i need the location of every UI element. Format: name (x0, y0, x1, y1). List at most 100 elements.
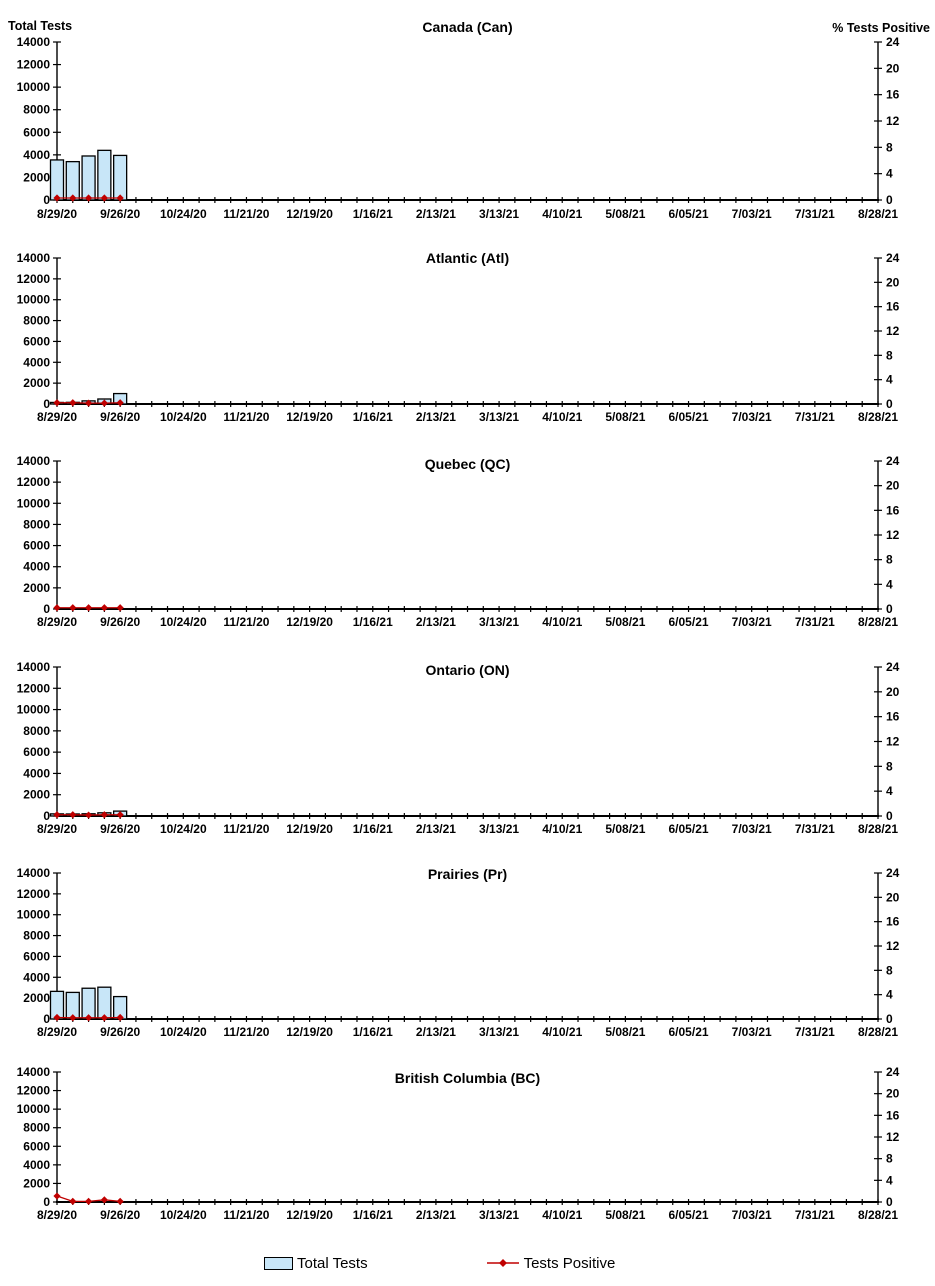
right-axis-tick-label: 20 (886, 479, 900, 493)
x-axis-tick-label: 3/13/21 (479, 822, 519, 836)
left-axis-tick-label: 2000 (23, 376, 50, 390)
left-axis-tick-label: 2000 (23, 991, 50, 1005)
left-axis-tick-label: 4000 (23, 970, 50, 984)
x-axis-tick-label: 12/19/20 (286, 1208, 333, 1222)
left-axis-tick-label: 8000 (23, 103, 50, 117)
right-axis-tick-label: 0 (886, 1195, 893, 1209)
bar-swatch-icon (264, 1257, 293, 1270)
x-axis-tick-label: 1/16/21 (353, 207, 393, 221)
right-axis-tick-label: 4 (886, 373, 893, 387)
legend-item-tests-positive: Tests Positive (486, 1255, 616, 1272)
right-axis-tick-label: 16 (886, 915, 900, 929)
left-axis-tick-label: 12000 (17, 272, 51, 286)
line-diamond-swatch-icon (486, 1258, 520, 1268)
chart-title: Atlantic (Atl) (426, 250, 509, 266)
x-axis-tick-label: 1/16/21 (353, 615, 393, 629)
x-axis-tick-label: 7/03/21 (732, 1208, 772, 1222)
left-axis-tick-label: 2000 (23, 788, 50, 802)
right-axis-tick-label: 24 (886, 1065, 900, 1079)
left-axis-tick-label: 0 (43, 397, 50, 411)
x-axis-tick-label: 1/16/21 (353, 1208, 393, 1222)
x-axis-tick-label: 10/24/20 (160, 207, 207, 221)
x-axis-tick-label: 7/03/21 (732, 207, 772, 221)
x-axis-tick-label: 11/21/20 (223, 1208, 269, 1222)
right-axis-tick-label: 16 (886, 1108, 900, 1122)
left-axis-tick-label: 0 (43, 602, 50, 616)
right-axis-tick-label: 20 (886, 61, 900, 75)
tests-positive-marker (53, 604, 60, 611)
left-axis-tick-label: 8000 (23, 517, 50, 531)
x-axis-tick-label: 11/21/20 (223, 822, 269, 836)
tests-positive-marker (85, 604, 92, 611)
x-axis-tick-label: 5/08/21 (605, 615, 645, 629)
tests-positive-marker (69, 604, 76, 611)
left-axis-tick-label: 8000 (23, 314, 50, 328)
combo-chart: Prairies (Pr)020004000600080001000012000… (0, 855, 935, 1056)
right-axis-tick-label: 20 (886, 1087, 900, 1101)
x-axis-tick-label: 8/29/20 (37, 1208, 77, 1222)
x-axis-tick-label: 4/10/21 (542, 410, 582, 424)
tests-positive-marker (85, 811, 92, 818)
left-axis-tick-label: 10000 (17, 80, 51, 94)
x-axis-tick-label: 5/08/21 (605, 207, 645, 221)
left-axis-tick-label: 12000 (17, 887, 51, 901)
right-axis-tick-label: 20 (886, 685, 900, 699)
left-axis-tick-label: 14000 (17, 1065, 51, 1079)
x-axis-tick-label: 3/13/21 (479, 615, 519, 629)
x-axis-tick-label: 9/26/20 (100, 615, 140, 629)
x-axis-tick-label: 8/29/20 (37, 410, 77, 424)
left-axis-tick-label: 14000 (17, 454, 51, 468)
tests-positive-marker (117, 604, 124, 611)
right-axis-tick-label: 8 (886, 1152, 893, 1166)
x-axis-tick-label: 3/13/21 (479, 207, 519, 221)
right-axis-tick-label: 8 (886, 140, 893, 154)
x-axis-tick-label: 5/08/21 (605, 410, 645, 424)
x-axis-tick-label: 7/31/21 (795, 615, 835, 629)
x-axis-tick-label: 2/13/21 (416, 1208, 456, 1222)
x-axis-tick-label: 11/21/20 (223, 410, 269, 424)
right-axis-tick-label: 12 (886, 939, 900, 953)
tests-positive-marker (117, 1198, 124, 1205)
combo-chart: Ontario (ON)0200040006000800010000120001… (0, 649, 935, 850)
right-axis-title: % Tests Positive (832, 21, 930, 35)
tests-positive-marker (69, 399, 76, 406)
x-axis-tick-label: 1/16/21 (353, 822, 393, 836)
left-axis-tick-label: 12000 (17, 681, 51, 695)
x-axis-tick-label: 7/31/21 (795, 410, 835, 424)
tests-positive-marker (53, 399, 60, 406)
right-axis-tick-label: 24 (886, 35, 900, 49)
right-axis-tick-label: 12 (886, 1130, 900, 1144)
left-axis-tick-label: 6000 (23, 1139, 50, 1153)
left-axis-tick-label: 6000 (23, 539, 50, 553)
tests-positive-marker (53, 1192, 60, 1199)
x-axis-tick-label: 12/19/20 (286, 1025, 333, 1039)
x-axis-tick-label: 6/05/21 (669, 207, 709, 221)
left-axis-tick-label: 14000 (17, 35, 51, 49)
right-axis-tick-label: 24 (886, 251, 900, 265)
x-axis-tick-label: 4/10/21 (542, 207, 582, 221)
right-axis-tick-label: 4 (886, 988, 893, 1002)
left-axis-tick-label: 4000 (23, 355, 50, 369)
x-axis-tick-label: 4/10/21 (542, 615, 582, 629)
left-axis-tick-label: 2000 (23, 170, 50, 184)
x-axis-tick-label: 7/03/21 (732, 1025, 772, 1039)
right-axis-tick-label: 12 (886, 735, 900, 749)
x-axis-tick-label: 7/31/21 (795, 1208, 835, 1222)
x-axis-tick-label: 5/08/21 (605, 1025, 645, 1039)
x-axis-tick-label: 12/19/20 (286, 410, 333, 424)
x-axis-tick-label: 12/19/20 (286, 615, 333, 629)
x-axis-tick-label: 5/08/21 (605, 1208, 645, 1222)
tests-positive-marker (69, 1198, 76, 1205)
right-axis-tick-label: 0 (886, 809, 893, 823)
x-axis-tick-label: 6/05/21 (669, 822, 709, 836)
chart-legend: Total Tests Tests Positive (0, 1240, 935, 1286)
left-axis-tick-label: 12000 (17, 1084, 51, 1098)
left-axis-tick-label: 2000 (23, 1176, 50, 1190)
x-axis-tick-label: 8/28/21 (858, 822, 898, 836)
right-axis-tick-label: 4 (886, 167, 893, 181)
right-axis-tick-label: 16 (886, 300, 900, 314)
